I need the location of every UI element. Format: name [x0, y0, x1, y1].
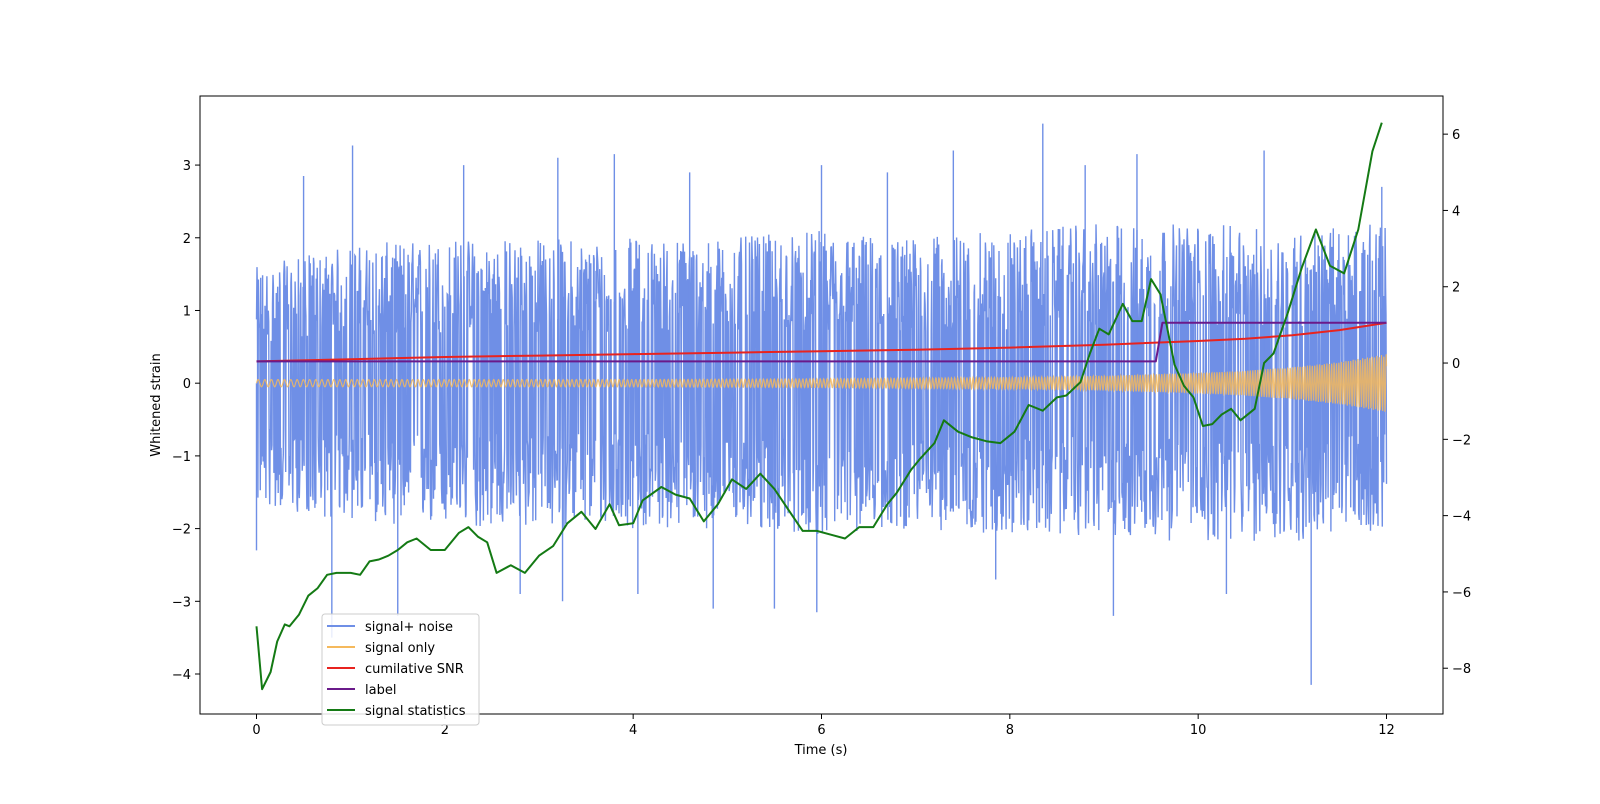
y-tick-label: −1 [172, 450, 191, 465]
y-tick-label: −2 [172, 523, 191, 538]
legend-item: signal statistics [327, 704, 466, 719]
y-tick-label: 1 [183, 304, 191, 319]
y-tick-label: −3 [172, 595, 191, 610]
legend-label: signal only [365, 641, 435, 656]
x-tick-label: 10 [1190, 723, 1207, 738]
y2-tick-label: 6 [1452, 128, 1460, 143]
y-tick-label: 2 [183, 232, 191, 247]
x-tick-label: 6 [817, 723, 825, 738]
y-tick-label: 0 [183, 377, 191, 392]
legend-item: signal+ noise [327, 620, 453, 635]
y-axis-label: Whitened strain [149, 353, 164, 456]
series-label-line [256, 321, 1387, 363]
legend-item: label [327, 683, 396, 698]
legend-label: label [365, 683, 396, 698]
x-tick-label: 12 [1378, 723, 1395, 738]
legend: signal+ noise signal only cumilative SNR la… [321, 613, 480, 726]
legend-item: cumilative SNR [327, 662, 464, 677]
legend-label: signal statistics [365, 704, 466, 719]
x-axis-label: Time (s) [794, 743, 848, 758]
y2-tick-label: 0 [1452, 357, 1460, 372]
series-cumulative-snr-line [256, 321, 1387, 363]
y2-tick-label: 4 [1452, 204, 1460, 219]
y-tick-label: 3 [183, 159, 191, 174]
x-tick-label: 2 [441, 723, 449, 738]
y2-tick-label: −8 [1452, 662, 1471, 677]
x-tick-label: 0 [252, 723, 260, 738]
legend-label: signal+ noise [365, 620, 453, 635]
y2-tick-label: 2 [1452, 281, 1460, 296]
series-signal-only-line [255, 354, 1388, 412]
y2-tick-label: −2 [1452, 433, 1471, 448]
legend-box [321, 613, 480, 726]
x-tick-label: 4 [629, 723, 637, 738]
legend-item: signal only [327, 641, 435, 656]
y-tick-label: −4 [172, 668, 191, 683]
x-tick-label: 8 [1006, 723, 1014, 738]
legend-label: cumilative SNR [365, 662, 464, 677]
series-signal-statistics-line [255, 122, 1383, 691]
y2-tick-label: −4 [1452, 510, 1471, 525]
y2-tick-label: −6 [1452, 586, 1471, 601]
